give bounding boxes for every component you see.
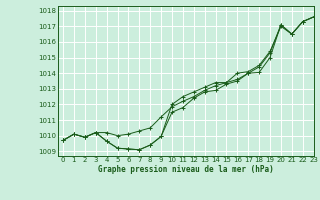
- X-axis label: Graphe pression niveau de la mer (hPa): Graphe pression niveau de la mer (hPa): [98, 165, 274, 174]
